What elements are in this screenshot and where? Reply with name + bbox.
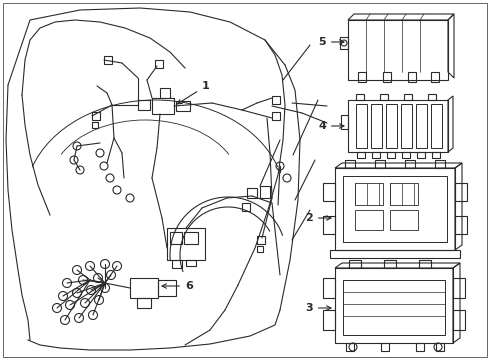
- Bar: [323, 310, 335, 330]
- Bar: [348, 100, 448, 152]
- Bar: [158, 280, 176, 296]
- Bar: [92, 122, 98, 128]
- Text: 4: 4: [318, 121, 344, 131]
- Bar: [346, 343, 354, 351]
- Bar: [172, 260, 182, 268]
- Bar: [356, 94, 364, 100]
- Bar: [247, 188, 257, 198]
- Bar: [272, 112, 280, 120]
- Bar: [436, 343, 444, 351]
- Bar: [375, 160, 385, 168]
- Bar: [137, 298, 151, 308]
- Bar: [355, 210, 383, 230]
- Bar: [356, 104, 367, 148]
- Text: 3: 3: [305, 303, 331, 313]
- Bar: [257, 246, 263, 252]
- Bar: [428, 94, 436, 100]
- Bar: [390, 183, 418, 205]
- Bar: [390, 210, 418, 230]
- Bar: [176, 101, 190, 111]
- Bar: [330, 250, 460, 258]
- Bar: [405, 160, 415, 168]
- Bar: [386, 104, 397, 148]
- Bar: [371, 104, 382, 148]
- Bar: [431, 72, 439, 82]
- Bar: [160, 88, 170, 98]
- Bar: [257, 236, 265, 244]
- Bar: [349, 260, 361, 268]
- Bar: [381, 343, 389, 351]
- Bar: [453, 278, 465, 298]
- Bar: [130, 278, 158, 298]
- Bar: [340, 37, 348, 49]
- Bar: [343, 176, 447, 242]
- Bar: [155, 60, 163, 68]
- Text: 2: 2: [305, 213, 331, 223]
- Bar: [417, 152, 425, 158]
- Bar: [402, 152, 410, 158]
- Bar: [416, 104, 427, 148]
- Bar: [357, 152, 365, 158]
- Bar: [401, 104, 412, 148]
- Bar: [152, 98, 174, 114]
- Text: 1: 1: [177, 81, 210, 104]
- Bar: [323, 216, 335, 234]
- Bar: [343, 280, 445, 335]
- Bar: [435, 160, 445, 168]
- Bar: [335, 268, 453, 343]
- Bar: [372, 152, 380, 158]
- Bar: [384, 260, 396, 268]
- Text: 6: 6: [162, 281, 193, 291]
- Bar: [348, 20, 448, 80]
- Bar: [416, 343, 424, 351]
- Bar: [335, 168, 455, 250]
- Bar: [138, 100, 150, 110]
- Bar: [455, 216, 467, 234]
- Bar: [455, 183, 467, 201]
- Bar: [242, 203, 250, 211]
- Bar: [167, 228, 205, 260]
- Bar: [186, 260, 196, 266]
- Bar: [355, 183, 383, 205]
- Text: 5: 5: [318, 37, 344, 47]
- Bar: [92, 112, 100, 120]
- Bar: [184, 232, 198, 244]
- Bar: [380, 94, 388, 100]
- Bar: [419, 260, 431, 268]
- Bar: [345, 160, 355, 168]
- Bar: [341, 115, 348, 129]
- Bar: [272, 96, 280, 104]
- Bar: [404, 94, 412, 100]
- Bar: [431, 104, 442, 148]
- Bar: [323, 183, 335, 201]
- Bar: [260, 186, 270, 198]
- Bar: [387, 152, 395, 158]
- Bar: [383, 72, 391, 82]
- Bar: [408, 72, 416, 82]
- Bar: [323, 278, 335, 298]
- Bar: [170, 232, 182, 244]
- Bar: [358, 72, 366, 82]
- Bar: [104, 56, 112, 64]
- Bar: [432, 152, 440, 158]
- Bar: [453, 310, 465, 330]
